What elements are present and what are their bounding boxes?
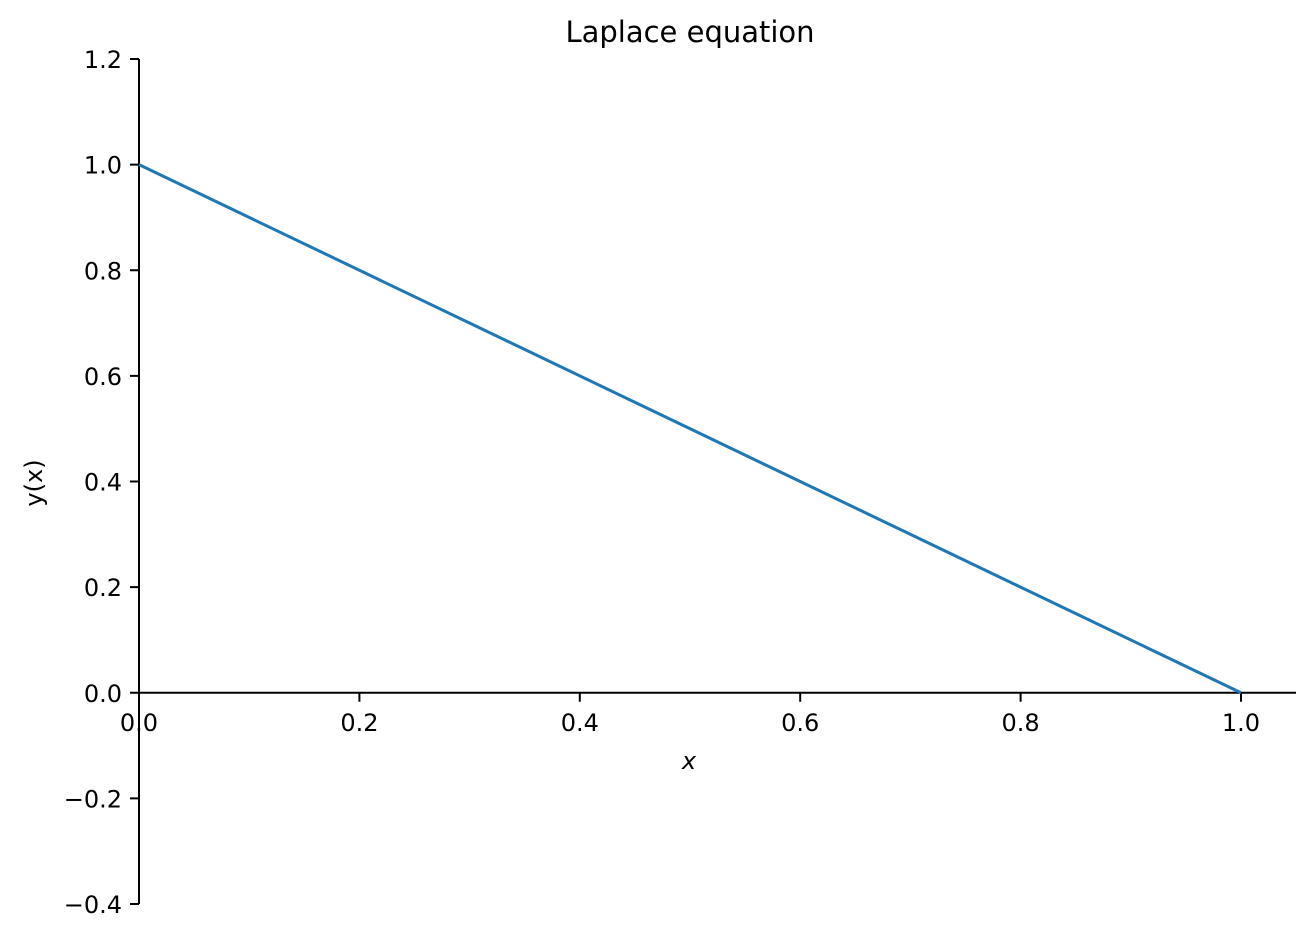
x-tick-label: 0.4 [561, 709, 599, 737]
y-tick-label: 0.0 [84, 680, 122, 708]
y-tick-label: 1.0 [84, 152, 122, 180]
chart-title: Laplace equation [565, 15, 814, 49]
x-tick-label: 1.0 [1222, 709, 1260, 737]
y-tick-label: 1.2 [84, 46, 122, 74]
y-tick-label: −0.2 [64, 785, 122, 813]
x-axis: 0.0 0.2 0.4 0.6 0.8 1.0 [120, 691, 1296, 737]
y-tick-label: 0.4 [84, 469, 122, 497]
x-tick-label: 0.0 [120, 709, 158, 737]
y-tick-label: 0.2 [84, 574, 122, 602]
y-tick-label: 0.6 [84, 363, 122, 391]
x-tick-label: 0.2 [340, 709, 378, 737]
y-tick-label: −0.4 [64, 891, 122, 919]
x-tick-label: 0.8 [1002, 709, 1040, 737]
y-tick-label: 0.8 [84, 257, 122, 285]
series-layer [138, 163, 1242, 695]
y-axis-label: y(x) [20, 459, 48, 506]
series-line [138, 163, 1242, 695]
y-axis: −0.4 −0.2 0.0 0.2 0.4 0.6 0.8 1.0 1.2 [64, 46, 140, 919]
x-tick-label: 0.6 [781, 709, 819, 737]
x-axis-label: x [681, 747, 697, 775]
